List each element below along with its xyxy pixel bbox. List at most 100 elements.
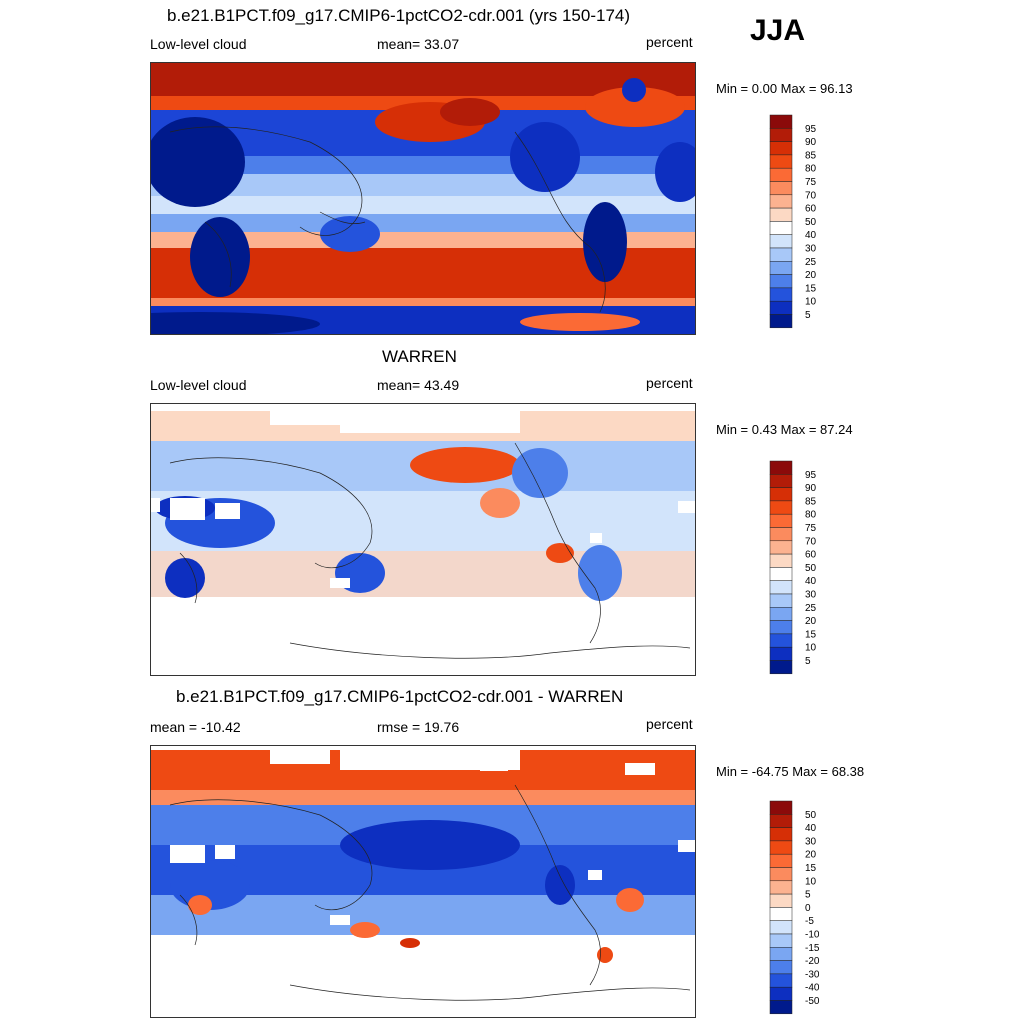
colorbar-tick-label: 10 <box>805 297 817 308</box>
panel-2-map <box>150 403 696 676</box>
colorbar-tick-label: 70 <box>805 190 817 201</box>
colorbar-tick-label: 75 <box>805 177 817 188</box>
colorbar-swatch <box>769 194 793 209</box>
colorbar-swatch <box>769 207 793 222</box>
colorbar-tick-label: -5 <box>805 916 814 927</box>
colorbar-swatch <box>769 474 793 488</box>
colorbar-tick-label: 25 <box>805 603 817 614</box>
colorbar-tick-label: 95 <box>805 124 817 135</box>
colorbar-swatch <box>769 540 793 555</box>
colorbar-swatch <box>769 553 793 568</box>
panel-2-units-label: percent <box>646 375 693 391</box>
colorbar-swatch <box>769 947 793 961</box>
colorbar-swatch <box>769 593 793 608</box>
colorbar-swatch <box>769 973 793 988</box>
colorbar-tick-label: -20 <box>805 956 820 967</box>
season-label: JJA <box>750 14 806 47</box>
colorbar-swatch <box>769 880 793 895</box>
colorbar-tick-label: 30 <box>805 590 817 601</box>
colorbar-swatch <box>769 154 793 169</box>
colorbar-tick-label: 95 <box>805 470 817 481</box>
colorbar-swatch <box>769 580 793 595</box>
colorbar-swatch <box>769 314 793 329</box>
panel-1-colorbar: 95 90 85 80 75 70 60 50 40 30 25 20 15 10 5 <box>769 114 817 329</box>
panel-2-minmax: Min = 0.43 Max = 87.24 <box>716 422 853 437</box>
colorbar-tick-label: 5 <box>805 310 811 321</box>
panel-3-mean-label: mean = -10.42 <box>150 719 241 735</box>
colorbar-tick-label: 90 <box>805 137 817 148</box>
panel-2-title: WARREN <box>382 347 457 366</box>
colorbar-tick-label: 20 <box>805 616 817 627</box>
colorbar-swatch <box>769 800 793 815</box>
colorbar-swatch <box>769 300 793 315</box>
colorbar-tick-label: 20 <box>805 270 817 281</box>
colorbar-swatch <box>769 633 793 648</box>
colorbar-tick-label: 40 <box>805 230 817 241</box>
colorbar-tick-label: 30 <box>805 836 817 847</box>
panel-1-minmax: Min = 0.00 Max = 96.13 <box>716 81 853 96</box>
colorbar-swatch <box>769 167 793 182</box>
colorbar-swatch <box>769 893 793 908</box>
colorbar-swatch <box>769 500 793 515</box>
panel-1-map <box>150 62 696 335</box>
colorbar-swatch <box>769 128 793 142</box>
colorbar-tick-label: 15 <box>805 863 817 874</box>
colorbar-tick-label: 70 <box>805 536 817 547</box>
colorbar-swatch <box>769 181 793 196</box>
colorbar-tick-label: 85 <box>805 150 817 161</box>
colorbar-tick-label: 50 <box>805 563 817 574</box>
colorbar-tick-label: 80 <box>805 164 817 175</box>
panel-3-units-label: percent <box>646 716 693 732</box>
panel-1-units-label: percent <box>646 34 693 50</box>
colorbar-tick-label: 75 <box>805 523 817 534</box>
colorbar-tick-label: 50 <box>805 217 817 228</box>
colorbar-swatch <box>769 853 793 868</box>
colorbar-tick-label: -10 <box>805 930 820 941</box>
colorbar-swatch <box>769 247 793 262</box>
panel-3-minmax: Min = -64.75 Max = 68.38 <box>716 764 865 779</box>
colorbar-tick-label: 60 <box>805 550 817 561</box>
panel-2-variable-label: Low-level cloud <box>150 377 247 393</box>
colorbar-swatch <box>769 274 793 289</box>
colorbar-swatch <box>769 261 793 275</box>
colorbar-tick-label: -50 <box>805 996 820 1007</box>
colorbar-swatch <box>769 827 793 842</box>
colorbar-swatch <box>769 527 793 542</box>
colorbar-tick-label: 15 <box>805 629 817 640</box>
panel-3-title: b.e21.B1PCT.f09_g17.CMIP6-1pctCO2-cdr.00… <box>176 687 624 706</box>
colorbar-tick-label: 0 <box>805 903 811 914</box>
colorbar-tick-label: 40 <box>805 823 817 834</box>
colorbar-tick-label: -15 <box>805 943 820 954</box>
colorbar-swatch <box>769 646 793 661</box>
colorbar-tick-label: 5 <box>805 890 811 901</box>
colorbar-swatch <box>769 287 793 302</box>
panel-1-title: b.e21.B1PCT.f09_g17.CMIP6-1pctCO2-cdr.00… <box>167 6 631 25</box>
colorbar-swatch <box>769 234 793 249</box>
colorbar-tick-label: 20 <box>805 850 817 861</box>
colorbar-tick-label: 50 <box>805 810 817 821</box>
colorbar-tick-label: 10 <box>805 876 817 887</box>
colorbar-swatch <box>769 907 793 921</box>
colorbar-tick-label: 30 <box>805 244 817 255</box>
colorbar-tick-label: 85 <box>805 496 817 507</box>
colorbar-tick-label: 10 <box>805 643 817 654</box>
colorbar-tick-label: -40 <box>805 983 820 994</box>
colorbar-swatch <box>769 1000 793 1015</box>
panel-2-mean-label: mean= 43.49 <box>377 377 460 393</box>
colorbar-swatch <box>769 460 793 475</box>
panel-1-variable-label: Low-level cloud <box>150 36 247 52</box>
colorbar-swatch <box>769 620 793 635</box>
colorbar-tick-label: 40 <box>805 576 817 587</box>
colorbar-tick-label: 80 <box>805 510 817 521</box>
colorbar-tick-label: -30 <box>805 969 820 980</box>
colorbar-swatch <box>769 513 793 528</box>
panel-3-rmse-label: rmse = 19.76 <box>377 719 460 735</box>
colorbar-swatch <box>769 960 793 975</box>
panel-3-map <box>150 745 696 1018</box>
colorbar-tick-label: 90 <box>805 483 817 494</box>
colorbar-swatch <box>769 933 793 948</box>
colorbar-tick-label: 25 <box>805 257 817 268</box>
colorbar-tick-label: 5 <box>805 656 811 667</box>
colorbar-swatch <box>769 660 793 675</box>
